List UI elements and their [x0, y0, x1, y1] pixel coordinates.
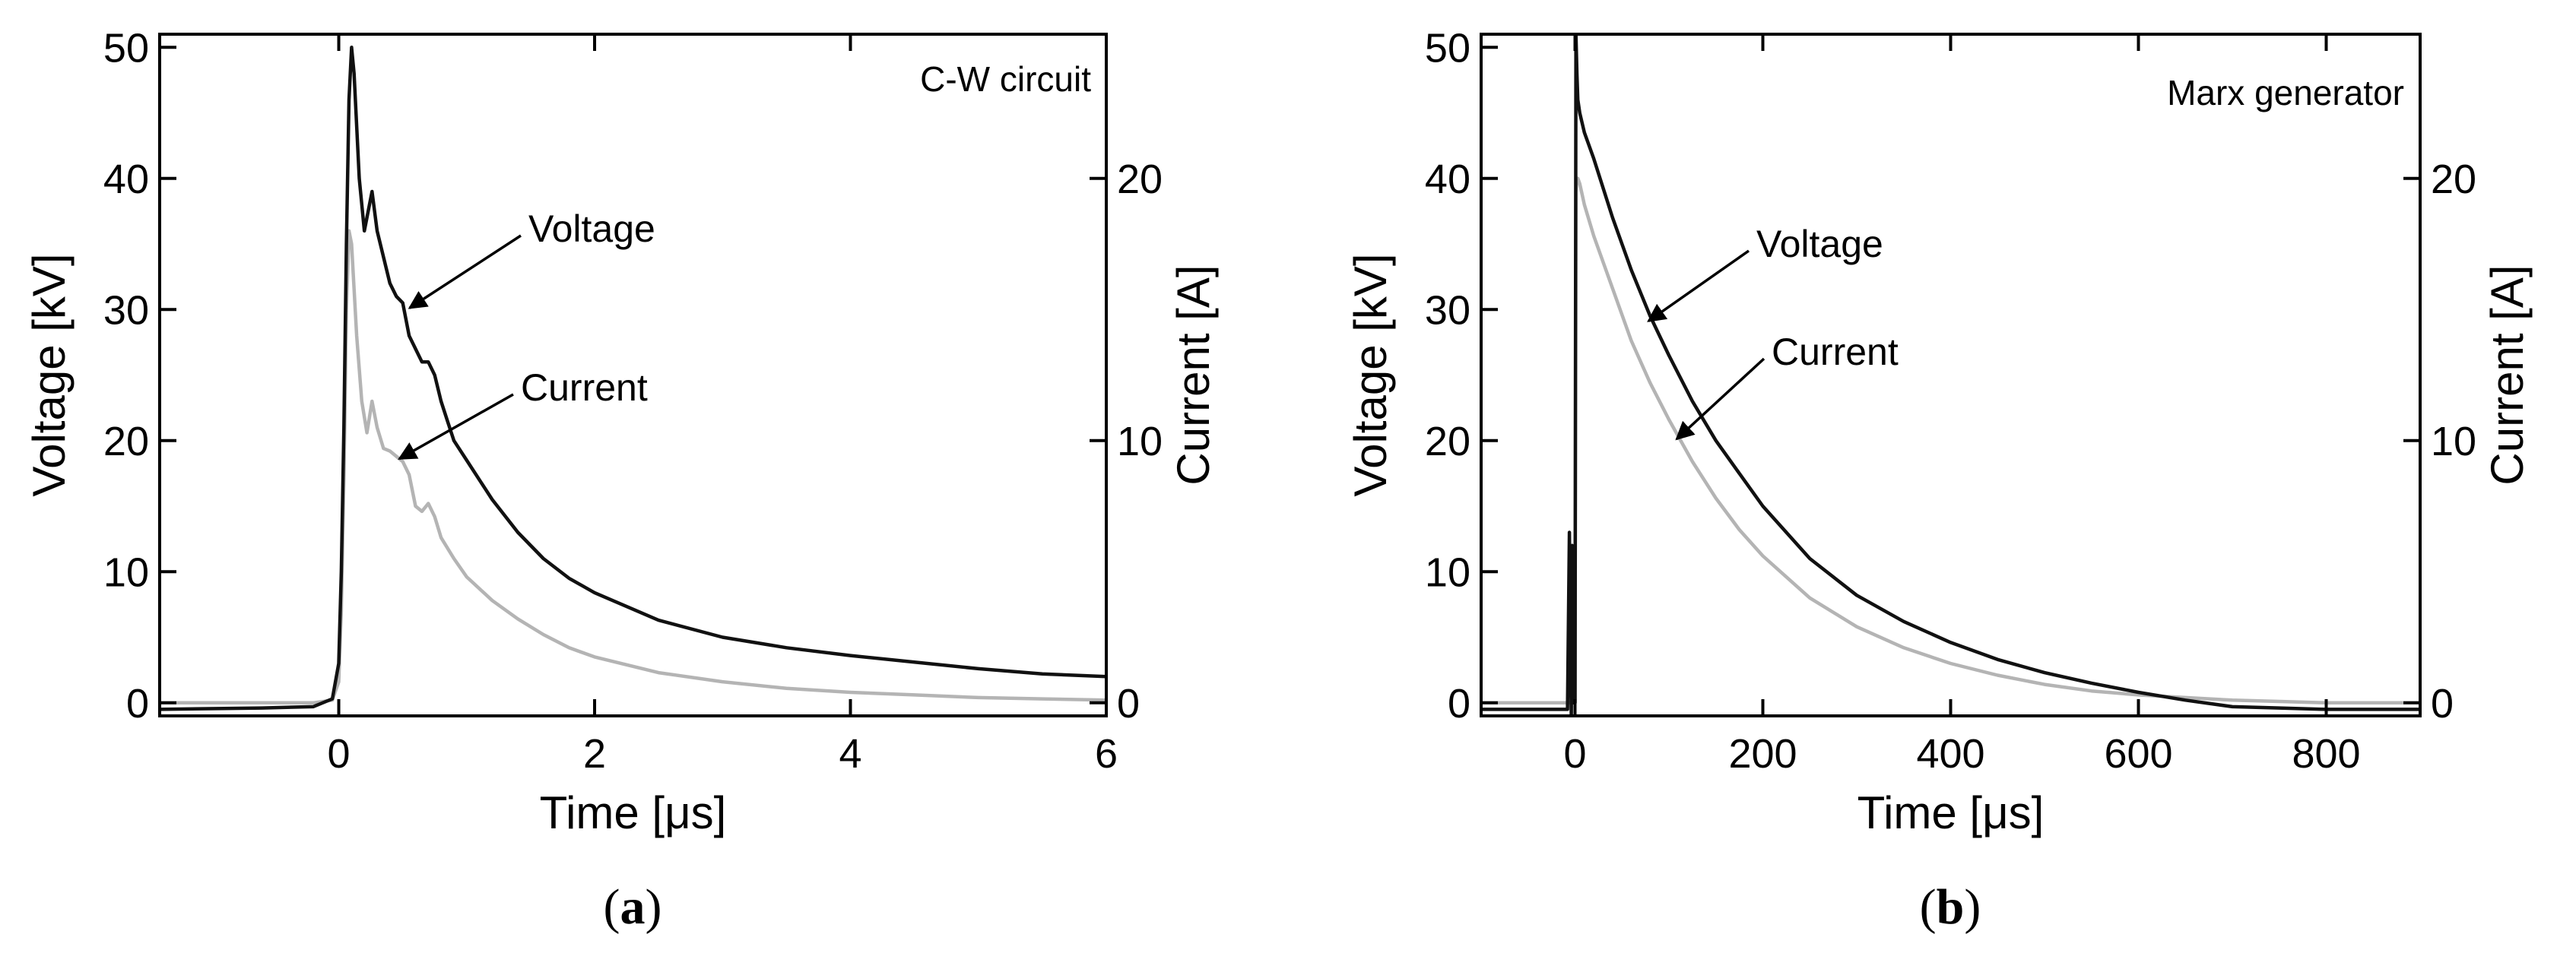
x-tick-label: 600: [2104, 731, 2172, 777]
panel-label: Marx generator: [2167, 73, 2404, 112]
x-tick-label: 0: [1563, 731, 1586, 777]
y-left-tick-label: 20: [1425, 419, 1470, 464]
annotation-voltage: Voltage: [1756, 223, 1883, 265]
x-tick-label: 800: [2292, 731, 2360, 777]
y-left-axis-title: Voltage [kV]: [24, 253, 75, 496]
annotation-current: Current: [521, 366, 648, 409]
y-right-tick-label: 0: [2431, 681, 2454, 727]
caption-letter: a: [620, 879, 646, 935]
x-axis-title: Time [μs]: [1857, 787, 2045, 838]
plot-frame: [1480, 33, 2422, 717]
y-left-tick-label: 0: [1448, 681, 1470, 727]
plot-area: [1481, 34, 2420, 716]
y-right-axis-title: Current [A]: [1168, 264, 1219, 485]
y-right-tick-label: 0: [1117, 681, 1140, 727]
plot-frame: [158, 33, 1108, 717]
y-left-tick-label: 40: [103, 157, 149, 202]
caption-letter: b: [1937, 879, 1965, 935]
y-left-tick-label: 20: [103, 419, 149, 464]
annotation-current: Current: [1772, 331, 1899, 373]
series-line-current: [1481, 176, 2420, 705]
y-right-tick-label: 20: [2431, 157, 2476, 202]
series-line-voltage: [160, 46, 1106, 711]
y-left-tick-label: 30: [1425, 287, 1470, 333]
series-line-voltage: [1481, 34, 2420, 716]
x-tick-label: 4: [839, 731, 861, 777]
y-right-tick-label: 10: [2431, 419, 2476, 464]
y-right-tick-label: 10: [1117, 419, 1163, 464]
panel-caption: (b): [1920, 879, 1981, 935]
annotation-arrow-voltage: [1647, 249, 1750, 322]
x-tick-label: 0: [328, 731, 351, 777]
y-left-tick-label: 50: [103, 25, 149, 71]
series-line-current: [160, 229, 1106, 705]
x-tick-label: 6: [1095, 731, 1118, 777]
panel-label: C-W circuit: [920, 59, 1091, 99]
y-left-tick-label: 10: [103, 549, 149, 595]
annotation-arrow-current: [1675, 357, 1765, 441]
plot-area: [160, 46, 1106, 711]
panel-b: 0 200 400 600 800 0 10 20 30 40 50 0 10 20 Time [μs] Vo…: [1345, 25, 2533, 935]
x-axis-title: Time [μs]: [540, 787, 727, 838]
y-left-tick-label: 30: [103, 287, 149, 333]
y-left-axis-title: Voltage [kV]: [1345, 253, 1396, 496]
caption-close: ): [1964, 879, 1981, 935]
y-left-tick-label: 10: [1425, 549, 1470, 595]
caption-close: ): [646, 879, 662, 935]
x-tick-label: 2: [583, 731, 606, 777]
annotation-arrow-current: [398, 393, 514, 461]
annotation-voltage: Voltage: [528, 207, 655, 250]
y-right-tick-label: 20: [1117, 157, 1163, 202]
annotation-arrow-voltage: [408, 234, 522, 309]
caption-open: (: [604, 879, 620, 935]
caption-open: (: [1920, 879, 1937, 935]
x-tick-label: 400: [1916, 731, 1984, 777]
y-left-tick-label: 40: [1425, 157, 1470, 202]
x-tick-label: 200: [1728, 731, 1797, 777]
y-left-tick-label: 50: [1425, 25, 1470, 71]
panel-caption: (a): [604, 879, 662, 935]
y-left-tick-label: 0: [126, 681, 149, 727]
y-right-axis-title: Current [A]: [2482, 264, 2533, 485]
